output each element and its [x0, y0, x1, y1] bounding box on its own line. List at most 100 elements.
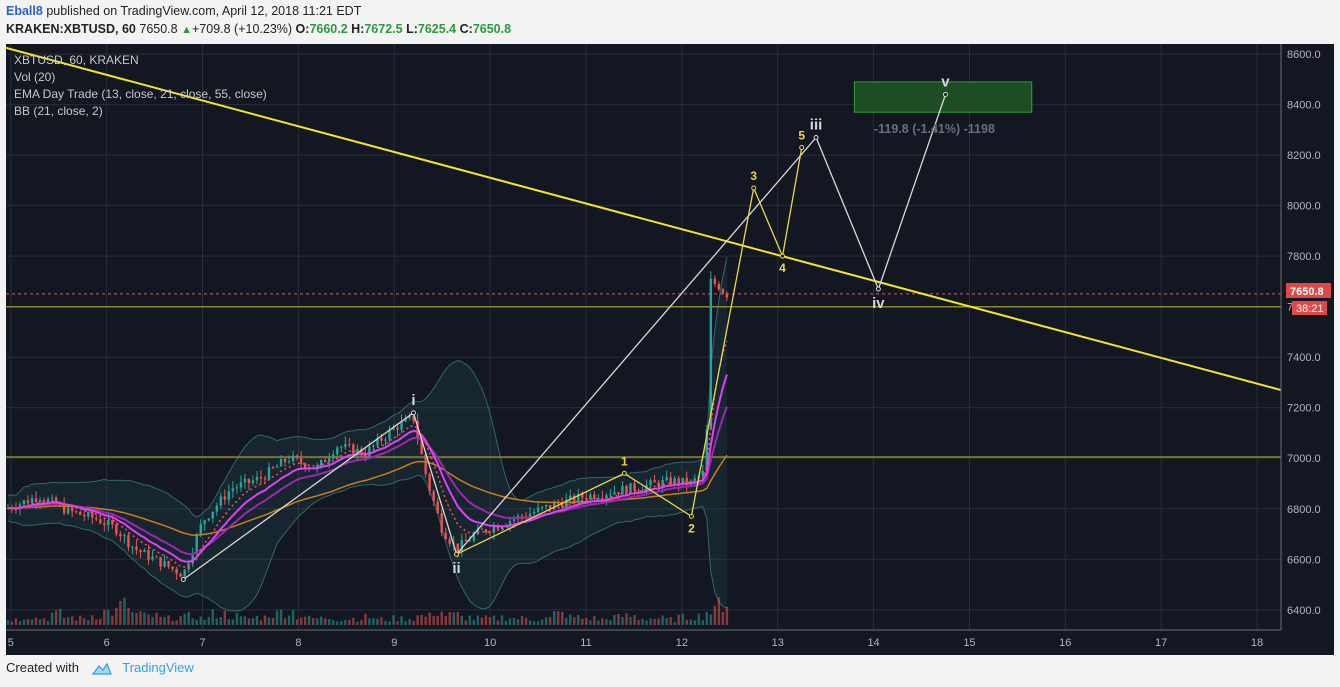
time-axis[interactable]: 5 6 7 8 9 10 11 12 13 14 15 16 17 18 [6, 629, 1281, 649]
candle-body [87, 511, 90, 517]
candle-body [91, 511, 94, 518]
volume-bar [332, 620, 335, 625]
candle-body [464, 540, 468, 542]
time-tick-label: 9 [391, 637, 397, 649]
candle-body [271, 467, 275, 469]
author-link[interactable]: Eball8 [6, 4, 43, 18]
volume-bar [231, 619, 235, 625]
candle-body [303, 463, 307, 469]
volume-bar [115, 607, 118, 625]
volume-bar [512, 617, 516, 625]
volume-bar [464, 620, 468, 625]
volume-bar [328, 618, 331, 625]
candle-body [107, 520, 110, 526]
candle-body [508, 521, 512, 526]
candle-body [420, 438, 423, 455]
candle-body [605, 495, 608, 499]
time-tick-label: 7 [199, 637, 205, 649]
time-tick-label: 16 [1059, 637, 1071, 649]
close-label: C: [459, 22, 473, 36]
candle-body [291, 455, 295, 462]
price-tick-label: 7000.0 [1287, 453, 1321, 465]
volume-bar [601, 618, 604, 625]
legend-symbol: XBTUSD, 60, KRAKEN [14, 53, 139, 67]
time-tick-label: 14 [867, 637, 879, 649]
price-axis[interactable]: 8600.08400.08200.08000.07800.07600.07400… [1280, 44, 1334, 655]
candle-body [424, 454, 427, 475]
volume-bar [368, 618, 371, 625]
close-value: 7650.8 [472, 22, 512, 36]
volume-bar [617, 613, 620, 625]
published-text: published on TradingView.com, April 12, … [46, 4, 362, 18]
volume-bar [689, 619, 692, 625]
candle-body [332, 454, 335, 459]
tradingview-cloud-icon [91, 662, 112, 675]
candle-body [235, 487, 239, 489]
candle-body [46, 498, 50, 502]
volume-bar [75, 620, 78, 625]
trendline[interactable] [5, 46, 1282, 392]
volume-bar [557, 611, 560, 625]
high-value: 7672.5 [364, 22, 403, 36]
volume-bar [645, 620, 648, 625]
price-tick-label: 7800.0 [1287, 251, 1321, 263]
candle-body [111, 520, 114, 525]
candle-body [239, 482, 243, 488]
bb-upper [7, 257, 728, 518]
volume-bar [175, 620, 178, 625]
candle-body [561, 503, 564, 508]
low-value: 7625.4 [417, 22, 457, 36]
candle-body [661, 480, 664, 488]
volume-bar [573, 617, 576, 625]
candle-body [544, 504, 548, 507]
candle-body [223, 496, 227, 500]
candle-body [22, 500, 26, 505]
volume-bar [657, 618, 660, 625]
created-with-text: Created with [6, 660, 79, 675]
candle-body [127, 535, 130, 547]
candle-body [259, 477, 263, 479]
chart-area[interactable]: i ii iii iv v 1 2 3 4 5 8600.0 8400.0 8200.0 8000.0 7… [5, 44, 1334, 655]
candle-body [247, 478, 251, 483]
time-tick-label: 15 [963, 637, 975, 649]
volume-bar [376, 618, 379, 625]
volume-bar [163, 616, 166, 625]
volume-bar [259, 620, 263, 625]
volume-bar [496, 620, 500, 625]
candle-body [179, 573, 182, 577]
volume-bar [360, 620, 363, 625]
volume-bar [581, 618, 584, 625]
candle-body [295, 455, 299, 458]
volume-bar [520, 615, 524, 625]
candle-body [617, 492, 620, 495]
volume-bar [569, 614, 572, 625]
tradingview-link[interactable]: TradingView [122, 660, 194, 675]
candle-body [287, 461, 291, 463]
volume-bar [697, 613, 700, 625]
volume-bar [283, 618, 287, 625]
candle-body [344, 443, 347, 447]
volume-bar [701, 620, 705, 625]
candle-body [528, 513, 532, 518]
price-axis-bg [1281, 44, 1334, 655]
candle-body [42, 500, 46, 502]
volume-bar [307, 615, 311, 625]
volume-bar [324, 618, 327, 625]
symbol-label: KRAKEN:XBTUSD, 60 [6, 22, 136, 36]
volume-bar [577, 614, 580, 625]
candle-body [396, 427, 399, 430]
high-label: H: [351, 22, 365, 36]
volume-bar [62, 617, 66, 625]
candle-body [163, 561, 166, 567]
candle-body [103, 523, 106, 526]
candle-body [191, 553, 194, 564]
candle-body [66, 507, 70, 514]
volume-bar [609, 620, 612, 625]
candle-body [653, 480, 656, 483]
candle-body [83, 514, 86, 517]
volume-bar [18, 621, 22, 625]
volume-bar [488, 617, 492, 625]
candle-body [548, 504, 552, 509]
volume-bar [476, 615, 480, 625]
